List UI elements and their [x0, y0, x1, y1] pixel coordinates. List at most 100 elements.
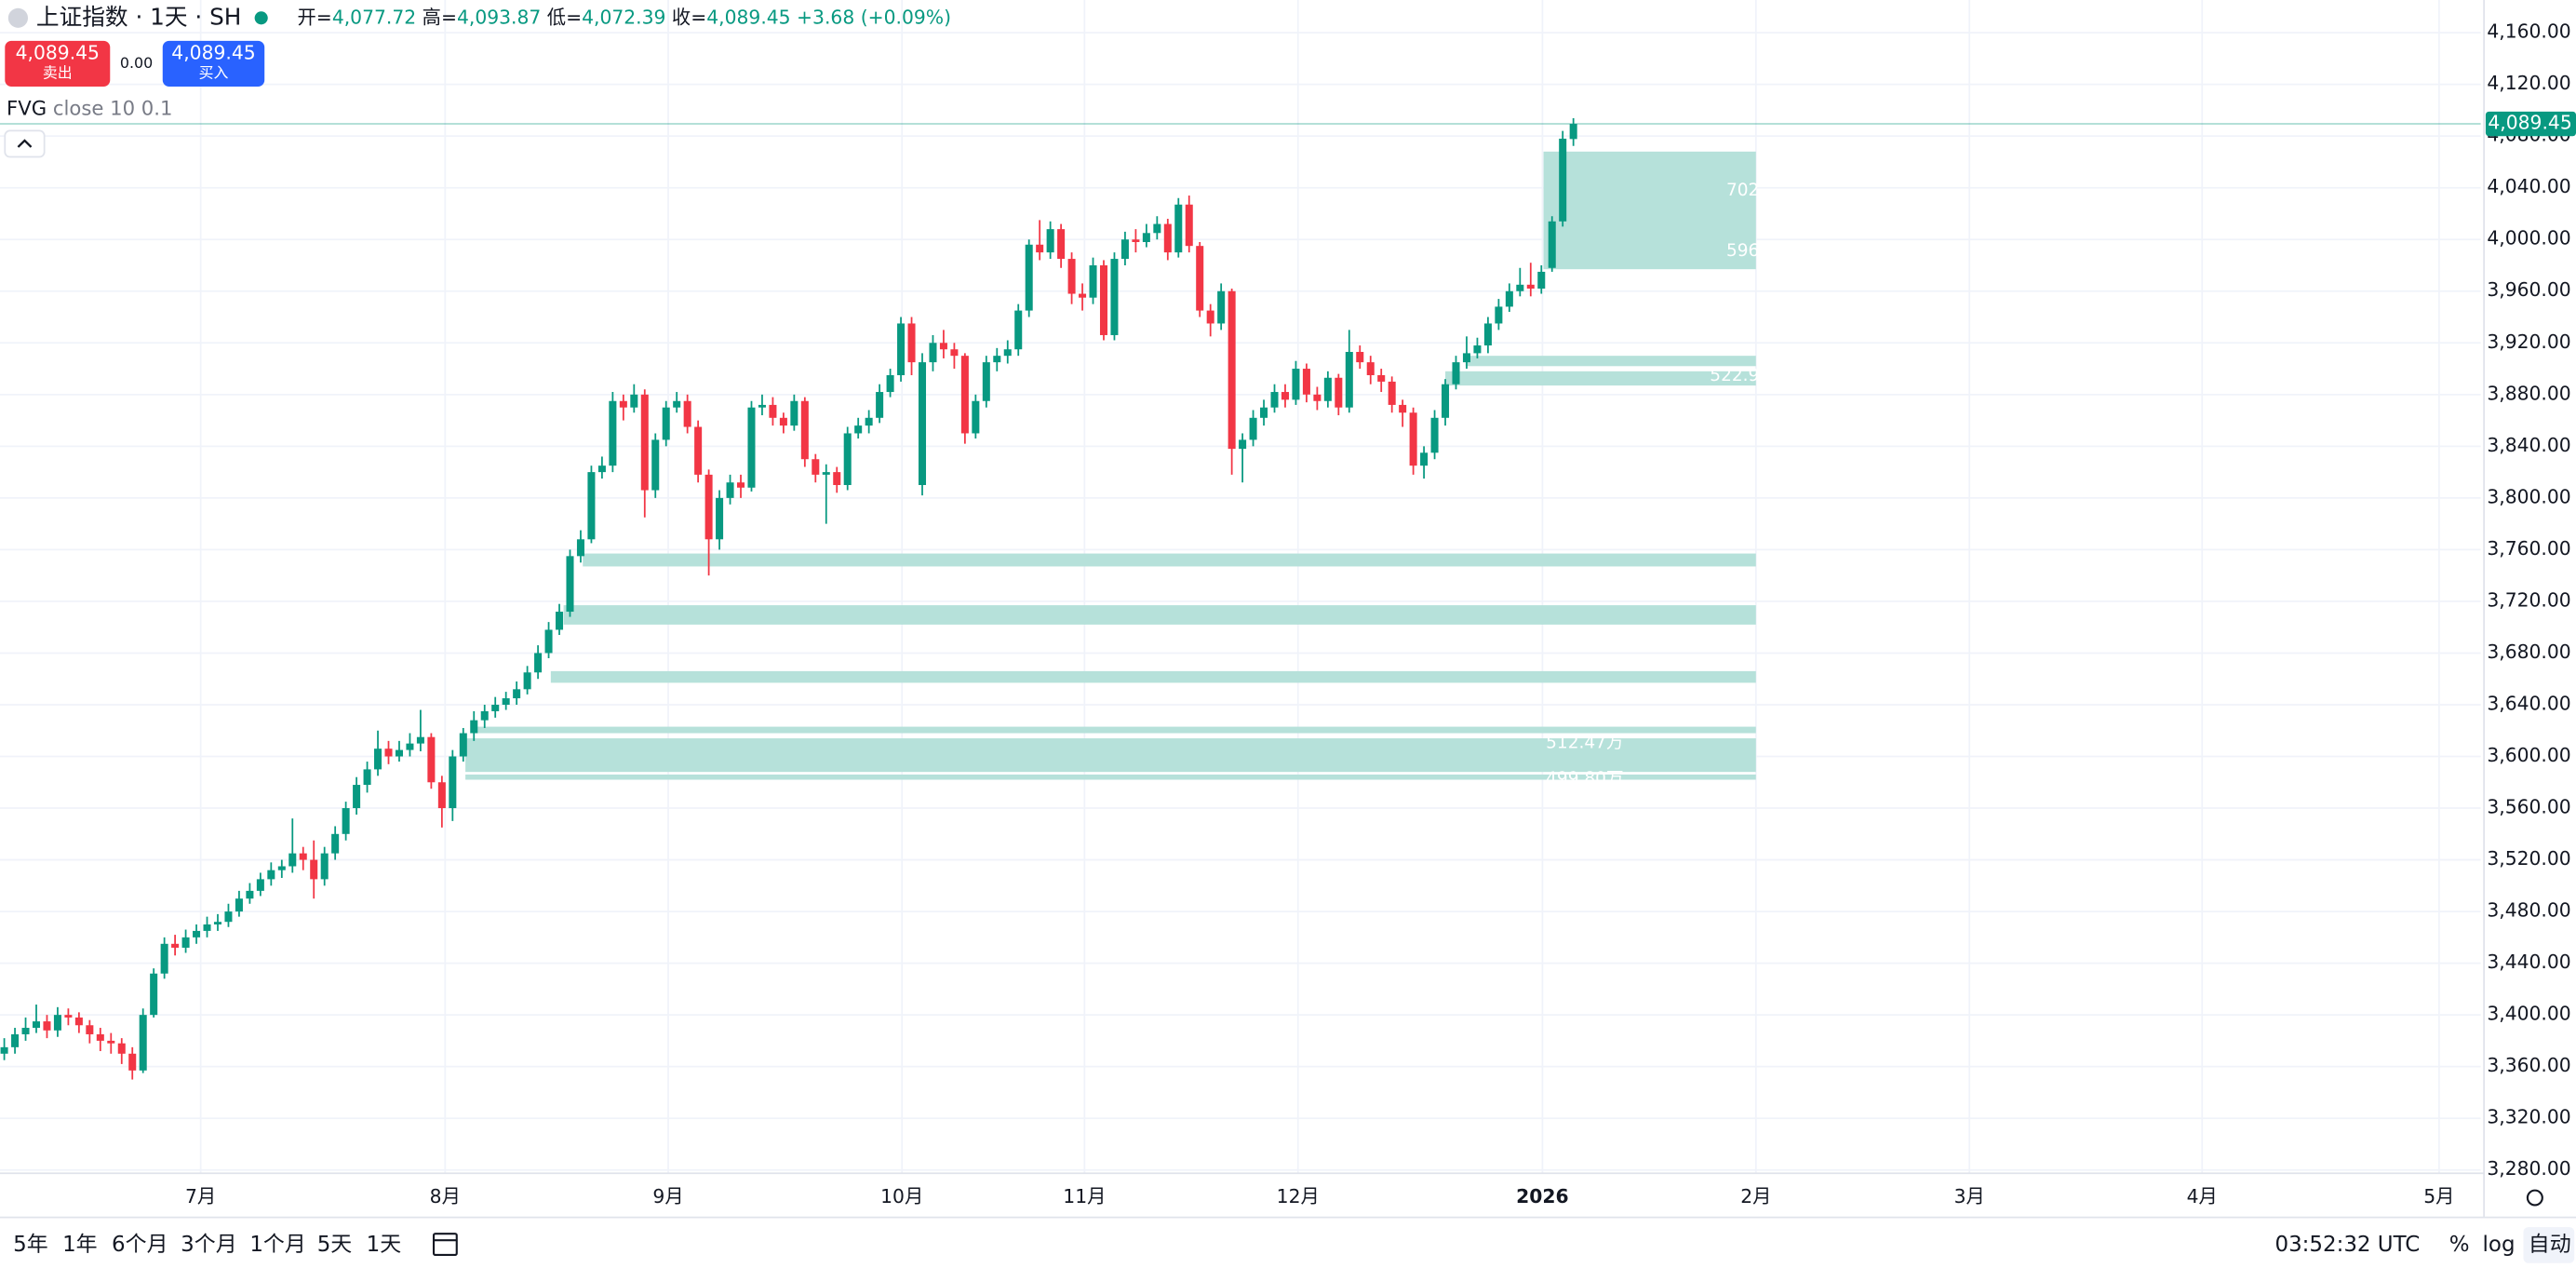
candle-body [556, 612, 564, 630]
candle-body [256, 879, 264, 891]
candle-body [950, 349, 959, 357]
candle-body [1249, 417, 1257, 440]
y-tick-label: 3,640.00 [2487, 693, 2570, 715]
clock[interactable]: 03:52:32 UTC [2274, 1233, 2420, 1257]
x-tick-label: 8月 [430, 1185, 461, 1207]
range-button[interactable]: 5天 [317, 1233, 353, 1257]
buy-button[interactable] [162, 40, 265, 88]
fvg-label: 499.80万 [1546, 769, 1623, 789]
x-tick-label: 10月 [880, 1185, 923, 1207]
close-label: 收= [672, 6, 706, 28]
y-tick-label: 3,720.00 [2487, 588, 2570, 611]
auto-toggle[interactable]: 自动 [2529, 1233, 2571, 1257]
candle-body [480, 710, 489, 721]
settings-icon[interactable] [2526, 1189, 2543, 1207]
percent-toggle[interactable]: % [2449, 1233, 2470, 1257]
fvg-zone [465, 774, 1756, 780]
candle-body [769, 404, 777, 418]
fvg-zone [563, 605, 1756, 625]
y-tick-label: 3,520.00 [2487, 847, 2570, 870]
open-value: 4,077.72 [332, 6, 416, 28]
candle-body [662, 407, 670, 440]
candle-body [1366, 362, 1375, 375]
candle-body [960, 356, 969, 434]
candle-body [544, 629, 553, 654]
candle-body [939, 343, 947, 350]
candle-body [1483, 323, 1492, 346]
fvg-zone [550, 670, 1756, 683]
candle-body [587, 472, 596, 540]
candle-body [513, 689, 521, 699]
buy-label: 买入 [199, 64, 229, 82]
fvg-zone [1465, 356, 1756, 367]
candle-body [758, 404, 766, 408]
range-button[interactable]: 1个月 [249, 1233, 305, 1257]
candle-body [694, 426, 703, 475]
candle-body [53, 1015, 61, 1031]
x-tick-label: 3月 [1954, 1185, 1985, 1207]
y-tick-label: 3,920.00 [2487, 330, 2570, 353]
date-range-icon[interactable] [432, 1233, 458, 1257]
y-tick-label: 3,320.00 [2487, 1106, 2570, 1128]
candle-body [886, 374, 894, 393]
candle-body [1335, 377, 1343, 408]
candle-body [854, 425, 863, 434]
candle-body [1559, 138, 1567, 222]
auto-toggle-bg[interactable] [2523, 1227, 2575, 1263]
indicator-params: close 10 0.1 [53, 97, 173, 120]
candle-body [427, 736, 436, 783]
candle-body [449, 756, 457, 809]
high-label: 高= [423, 6, 457, 28]
candle-body [1046, 229, 1054, 253]
candle-body [1196, 246, 1204, 311]
candle-body [1388, 381, 1396, 405]
last-price-label: 4,089.45 [2488, 112, 2571, 134]
candle-body [800, 400, 809, 460]
candle-body [416, 736, 424, 744]
fvg-label: 596 [1726, 241, 1759, 261]
candle-body [96, 1033, 104, 1041]
candle-body [726, 482, 734, 498]
candle-body [1323, 377, 1332, 401]
collapse-icon [17, 139, 33, 148]
range-button[interactable]: 6个月 [112, 1233, 168, 1257]
indicator-legend[interactable]: FVG close 10 0.1 [7, 97, 172, 120]
y-tick-label: 3,840.00 [2487, 434, 2570, 456]
sell-label: 卖出 [43, 64, 73, 82]
candle-body [1163, 223, 1172, 253]
calendar-icon [432, 1233, 458, 1257]
fvg-label: 522.9 [1710, 366, 1759, 385]
candle-body [1526, 284, 1535, 289]
y-tick-label: 3,480.00 [2487, 899, 2570, 922]
range-button[interactable]: 3个月 [181, 1233, 236, 1257]
buy-price: 4,089.45 [171, 41, 255, 63]
sell-button[interactable] [5, 40, 111, 88]
symbol-title[interactable]: 上证指数 · 1天 · SH [36, 3, 242, 30]
candle-body [1548, 221, 1556, 268]
y-tick-label: 4,120.00 [2487, 72, 2570, 94]
candle-body [320, 853, 329, 880]
low-label: 低= [547, 6, 582, 28]
candle-body [876, 392, 884, 418]
range-button[interactable]: 5年 [13, 1233, 48, 1257]
range-button[interactable]: 1年 [62, 1233, 98, 1257]
candle-body [21, 1028, 30, 1034]
y-tick-label: 3,400.00 [2487, 1003, 2570, 1025]
fvg-zone [1543, 151, 1756, 270]
candle-body [0, 1046, 8, 1054]
candle-body [640, 394, 649, 491]
candle-body [982, 362, 990, 401]
candle-body [353, 785, 361, 809]
x-tick-label: 11月 [1063, 1185, 1106, 1207]
candle-body [128, 1053, 137, 1071]
collapse-button[interactable] [4, 129, 46, 158]
y-tick-label: 4,000.00 [2487, 227, 2570, 250]
candle-body [181, 937, 190, 948]
candle-body [1206, 310, 1214, 324]
candle-body [523, 672, 531, 690]
log-toggle[interactable]: log [2483, 1233, 2516, 1257]
candle-body [779, 417, 787, 426]
fvg-zone [476, 726, 1756, 734]
range-button[interactable]: 1天 [367, 1233, 402, 1257]
